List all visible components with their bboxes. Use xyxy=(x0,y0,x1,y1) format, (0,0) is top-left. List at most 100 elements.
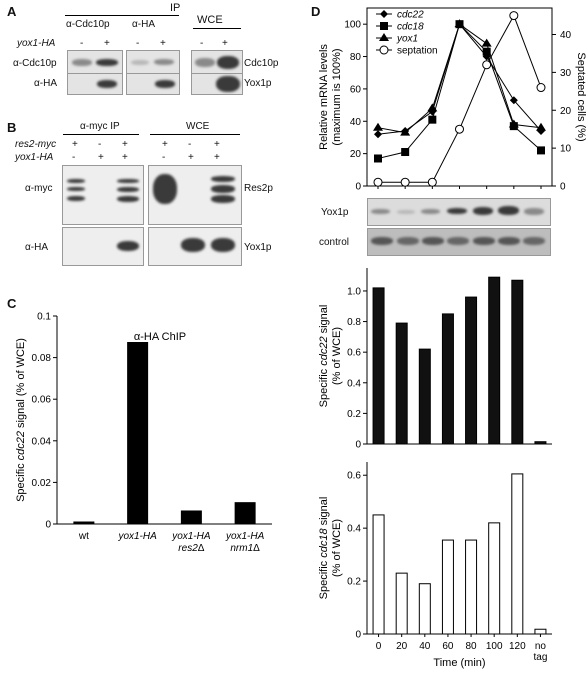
y-axis-label: Relative mRNA levels xyxy=(318,44,330,150)
point-marker xyxy=(374,130,382,139)
bar xyxy=(234,502,256,524)
row-label-yox1-ha: yox1-HA xyxy=(17,38,56,49)
ip-header-line xyxy=(63,134,139,135)
sign: - xyxy=(136,38,140,49)
bar xyxy=(418,583,431,635)
legend-label: cdc22 xyxy=(397,10,424,21)
sign: + xyxy=(214,139,220,150)
legend-label: yox1 xyxy=(396,34,418,45)
y-axis-label: (% of WCE) xyxy=(331,327,343,385)
point-marker xyxy=(380,10,388,18)
y-axis-label: Specific cdc22 signal (% of WCE) xyxy=(15,338,27,502)
point-marker xyxy=(481,38,492,47)
panel-a-letter: A xyxy=(7,4,17,19)
blot-image xyxy=(67,50,123,74)
blot-row-label: α-Cdc10p xyxy=(13,58,57,69)
bar xyxy=(534,441,547,445)
point-marker xyxy=(455,124,464,134)
blot-image xyxy=(367,228,551,256)
x-tick-label: 20 xyxy=(396,641,408,652)
blot-image xyxy=(191,73,243,95)
x-tick-label: yox1-HA xyxy=(117,531,157,542)
sign: + xyxy=(214,152,220,163)
y-tick-label: 0.8 xyxy=(347,317,361,328)
y2-tick-label: 20 xyxy=(560,106,572,117)
sign: - xyxy=(72,152,76,163)
y-tick-label: 0 xyxy=(355,182,361,193)
blot-row-label: α-myc xyxy=(25,183,53,194)
blot-image xyxy=(67,73,123,95)
point-marker xyxy=(427,177,437,187)
bar xyxy=(395,322,408,445)
point-marker xyxy=(537,146,545,155)
panel-b-letter: B xyxy=(7,120,17,135)
bar xyxy=(418,348,431,445)
bar xyxy=(395,572,408,635)
y-tick-label: 0.4 xyxy=(347,378,361,389)
sign: + xyxy=(222,38,228,49)
protein-label: Yox1p xyxy=(244,242,272,253)
point-marker xyxy=(400,127,411,136)
row-label-res2-myc: res2-myc xyxy=(15,139,57,150)
bar xyxy=(465,296,478,445)
x-tick-label: res2Δ xyxy=(178,543,204,554)
sign: - xyxy=(80,38,84,49)
point-marker xyxy=(482,60,492,70)
blot-row-label: Yox1p xyxy=(321,207,349,218)
y-tick-label: 0.6 xyxy=(347,471,361,482)
bar xyxy=(127,342,149,524)
y-axis-label: (% of WCE) xyxy=(331,519,343,577)
bar xyxy=(372,514,385,635)
x-tick-label: wt xyxy=(78,531,89,542)
panel-b-wce-header: WCE xyxy=(186,121,210,132)
x-tick-label: 80 xyxy=(466,641,478,652)
blot-image xyxy=(191,50,243,74)
y-tick-label: 0.04 xyxy=(32,436,52,447)
point-marker xyxy=(482,47,491,56)
row-label-yox1-ha: yox1-HA xyxy=(15,152,54,163)
bar xyxy=(73,521,95,524)
protein-label: Res2p xyxy=(244,183,273,194)
point-marker xyxy=(508,119,519,128)
sign: + xyxy=(72,139,78,150)
point-marker xyxy=(400,177,410,187)
blot-image xyxy=(148,227,242,266)
point-marker xyxy=(454,19,465,28)
bar xyxy=(488,522,501,635)
y-axis-label: (maximum is 100%) xyxy=(331,48,343,145)
bar xyxy=(488,276,501,445)
blot-image xyxy=(62,227,144,266)
y-tick-label: 0.08 xyxy=(32,353,52,364)
point-marker xyxy=(536,83,546,93)
legend-label: cdc18 xyxy=(397,22,424,33)
bar xyxy=(511,279,524,445)
y-tick-label: 0.2 xyxy=(347,577,361,588)
x-axis-label: Time (min) xyxy=(433,657,485,669)
chart-d-top: 0 20 40 60 80 100 0 10 20 30 40 Relative mRNA level… xyxy=(318,7,587,193)
sign: - xyxy=(200,38,204,49)
legend-label: septation xyxy=(397,46,438,57)
y2-tick-label: 30 xyxy=(560,68,572,79)
bar xyxy=(372,287,385,445)
y-tick-label: 0.02 xyxy=(32,478,52,489)
x-tick-label: 100 xyxy=(486,641,503,652)
wce-header-line xyxy=(150,134,240,135)
point-marker xyxy=(373,177,383,187)
point-marker xyxy=(537,126,545,135)
panel-b-ip-header: α-myc IP xyxy=(80,121,120,132)
sign: + xyxy=(98,152,104,163)
point-marker xyxy=(379,45,389,55)
chart-d-bot: 0 0.2 0.4 0.6 Specific cdc18 signal(% of WCE… xyxy=(318,462,552,669)
y-tick-label: 0.1 xyxy=(37,312,51,323)
point-marker xyxy=(427,103,438,112)
blot-image xyxy=(126,50,180,74)
y2-tick-label: 10 xyxy=(560,144,572,155)
x-tick-label: 120 xyxy=(509,641,526,652)
panel-a-wce-header: WCE xyxy=(197,14,223,26)
x-tick-label: 60 xyxy=(442,641,454,652)
y-tick-label: 0.6 xyxy=(347,348,361,359)
sign: + xyxy=(104,38,110,49)
x-tick-label: 40 xyxy=(419,641,431,652)
point-marker xyxy=(509,11,519,21)
protein-label: Cdc10p xyxy=(244,58,279,69)
